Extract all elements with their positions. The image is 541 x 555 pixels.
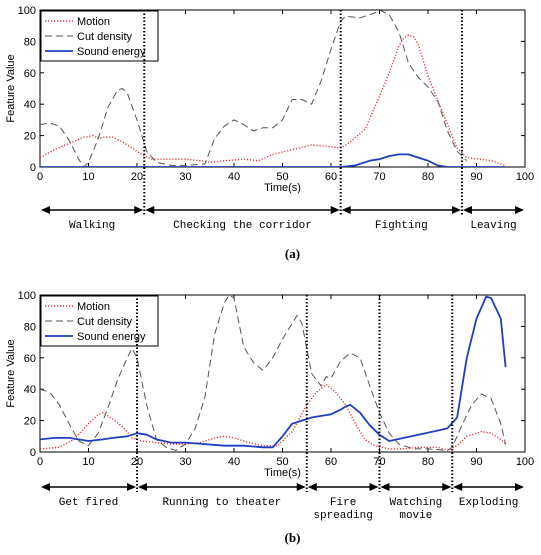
segment-arrowhead-left	[341, 206, 351, 214]
legend: Motion Cut density Sound energy	[40, 295, 159, 347]
legend-label: Sound energy	[77, 46, 146, 58]
segment-label: Fire	[330, 497, 356, 509]
series-line-motion	[40, 34, 506, 167]
x-tick-label: 40	[228, 456, 240, 468]
x-tick-label: 80	[422, 456, 434, 468]
segment-label: Running to theater	[162, 497, 281, 509]
segment-arrowhead-left	[380, 483, 390, 491]
segment-label: spreading	[313, 510, 372, 522]
x-tick-label: 40	[228, 171, 240, 183]
y-tick-label: 80	[24, 36, 36, 48]
segment-arrowhead-right	[515, 483, 524, 491]
segment-arrowhead-left	[145, 206, 155, 214]
y-tick-label: 0	[30, 162, 36, 174]
legend-box	[40, 10, 159, 62]
x-tick-label: 50	[276, 456, 288, 468]
x-tick-label: 50	[276, 171, 288, 183]
x-tick-label: 100	[516, 171, 534, 183]
segment-arrowhead-left	[138, 483, 147, 491]
segment-arrowhead-right	[515, 206, 524, 214]
series-line-sound-energy	[40, 295, 507, 449]
segment-arrowhead-right	[134, 206, 144, 214]
legend-label: Motion	[77, 16, 110, 28]
x-tick-label: 90	[470, 456, 482, 468]
x-tick-label: 0	[37, 171, 43, 183]
x-tick-label: 30	[179, 171, 191, 183]
y-tick-label: 100	[18, 290, 36, 302]
series-line-sound-energy	[40, 153, 506, 167]
x-tick-label: 80	[422, 171, 434, 183]
x-tick-label: 60	[325, 171, 337, 183]
x-tick-label: 0	[37, 456, 43, 468]
x-tick-label: 60	[325, 456, 337, 468]
legend-label: Cut density	[77, 316, 133, 328]
segment-arrowhead-right	[330, 206, 340, 214]
x-tick-label: 20	[131, 171, 143, 183]
legend-label: Cut density	[77, 31, 133, 43]
segment-arrowhead-left	[41, 483, 50, 491]
x-tick-label: 10	[82, 456, 94, 468]
segment-arrowhead-right	[369, 483, 379, 491]
segment-label: Get fired	[59, 497, 118, 509]
y-axis-label: Feature Value	[5, 339, 17, 407]
y-tick-label: 60	[24, 68, 36, 80]
chart-panel-a: 0 10 20 30 40 50 60 70 80 90 100 0 20 40 60 80 100 Time(s…	[5, 5, 534, 261]
x-tick-label: 90	[470, 171, 482, 183]
y-tick-label: 80	[24, 321, 36, 333]
legend: Motion Cut density Sound energy	[40, 10, 159, 62]
legend-label: Motion	[77, 301, 110, 313]
y-tick-label: 20	[24, 416, 36, 428]
segment-arrowhead-right	[442, 483, 452, 491]
legend-label: Sound energy	[77, 331, 146, 343]
segment-label: Fighting	[375, 220, 428, 232]
chart-panel-b: 0 10 20 30 40 50 60 70 80 90 100 0 20 40 60 80 100 Time(s…	[5, 290, 534, 545]
x-tick-label: 20	[131, 456, 143, 468]
x-axis-label: Time(s)	[264, 182, 301, 194]
series-line-motion	[40, 383, 507, 452]
series-line-cut-density	[40, 295, 507, 451]
segment-arrowhead-left	[307, 483, 317, 491]
segment-arrowhead-left	[41, 206, 50, 214]
segment-arrowhead-left	[453, 483, 463, 491]
y-tick-label: 100	[18, 5, 36, 17]
segment-arrowhead-right	[451, 206, 461, 214]
y-tick-label: 60	[24, 353, 36, 365]
y-tick-label: 20	[24, 131, 36, 143]
panel-caption: (b)	[285, 530, 301, 545]
series-line-cut-density	[40, 10, 468, 167]
x-tick-label: 30	[179, 456, 191, 468]
x-tick-label: 100	[516, 456, 534, 468]
y-tick-label: 40	[24, 99, 36, 111]
x-tick-label: 70	[373, 171, 385, 183]
segment-label: Checking the corridor	[173, 220, 312, 232]
x-tick-label: 70	[373, 456, 385, 468]
y-tick-label: 40	[24, 384, 36, 396]
y-tick-label: 0	[30, 447, 36, 459]
segment-arrowhead-left	[462, 206, 472, 214]
segment-label: Leaving	[470, 220, 516, 232]
x-axis-label: Time(s)	[264, 467, 301, 479]
segment-label: Exploding	[459, 497, 518, 509]
segment-label: Watching	[389, 497, 442, 509]
segment-arrowhead-right	[127, 483, 136, 491]
panel-caption: (a)	[285, 246, 300, 261]
segment-label: movie	[399, 510, 432, 522]
y-axis-label: Feature Value	[5, 54, 17, 122]
segment-arrowhead-right	[296, 483, 306, 491]
x-tick-label: 10	[82, 171, 94, 183]
segment-label: Walking	[69, 220, 115, 232]
